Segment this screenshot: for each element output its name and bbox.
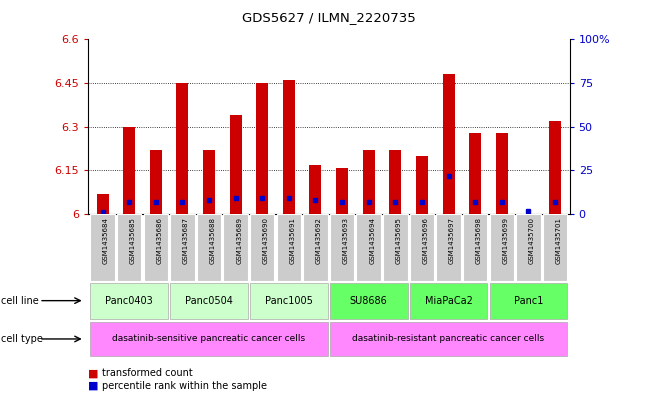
Bar: [490, 214, 514, 281]
Bar: [330, 283, 408, 319]
Bar: [383, 214, 408, 281]
Text: GSM1435695: GSM1435695: [396, 217, 402, 264]
Bar: [90, 214, 115, 281]
Bar: [143, 214, 168, 281]
Bar: [283, 80, 295, 214]
Bar: [490, 283, 567, 319]
Text: GSM1435689: GSM1435689: [236, 217, 242, 264]
Text: dasatinib-sensitive pancreatic cancer cells: dasatinib-sensitive pancreatic cancer ce…: [113, 334, 305, 343]
Bar: [549, 121, 561, 214]
Text: ■: ■: [88, 368, 98, 378]
Text: MiaPaCa2: MiaPaCa2: [424, 296, 473, 306]
Text: GSM1435685: GSM1435685: [130, 217, 135, 264]
Bar: [150, 150, 161, 214]
Bar: [176, 83, 188, 214]
Text: Panc1005: Panc1005: [265, 296, 312, 306]
Text: GSM1435686: GSM1435686: [156, 217, 162, 264]
Bar: [197, 214, 221, 281]
Text: GDS5627 / ILMN_2220735: GDS5627 / ILMN_2220735: [242, 11, 415, 24]
Text: GSM1435697: GSM1435697: [449, 217, 455, 264]
Text: GSM1435691: GSM1435691: [289, 217, 296, 264]
Text: GSM1435698: GSM1435698: [476, 217, 482, 264]
Bar: [416, 156, 428, 214]
Text: GSM1435690: GSM1435690: [263, 217, 269, 264]
Bar: [170, 214, 195, 281]
Bar: [469, 132, 481, 214]
Text: GSM1435688: GSM1435688: [210, 217, 215, 264]
Bar: [223, 214, 248, 281]
Text: ■: ■: [88, 381, 98, 391]
Bar: [336, 167, 348, 214]
Bar: [409, 283, 488, 319]
Text: GSM1435701: GSM1435701: [555, 217, 562, 264]
Bar: [443, 74, 454, 214]
Text: GSM1435692: GSM1435692: [316, 217, 322, 264]
Bar: [170, 283, 248, 319]
Bar: [496, 132, 508, 214]
Text: cell type: cell type: [1, 334, 43, 344]
Bar: [303, 214, 327, 281]
Text: cell line: cell line: [1, 296, 39, 306]
Bar: [256, 83, 268, 214]
Bar: [543, 214, 567, 281]
Text: GSM1435700: GSM1435700: [529, 217, 535, 264]
Bar: [309, 165, 322, 214]
Text: SU8686: SU8686: [350, 296, 387, 306]
Bar: [409, 214, 434, 281]
Text: GSM1435699: GSM1435699: [503, 217, 508, 264]
Text: Panc0504: Panc0504: [185, 296, 233, 306]
Text: GSM1435684: GSM1435684: [103, 217, 109, 264]
Bar: [203, 150, 215, 214]
Bar: [516, 214, 540, 281]
Bar: [90, 322, 327, 356]
Text: Panc0403: Panc0403: [105, 296, 153, 306]
Bar: [117, 214, 141, 281]
Bar: [250, 214, 275, 281]
Bar: [330, 214, 354, 281]
Bar: [330, 322, 567, 356]
Bar: [363, 150, 375, 214]
Bar: [90, 283, 168, 319]
Text: percentile rank within the sample: percentile rank within the sample: [102, 381, 267, 391]
Bar: [250, 283, 327, 319]
Text: GSM1435687: GSM1435687: [183, 217, 189, 264]
Bar: [463, 214, 488, 281]
Bar: [389, 150, 401, 214]
Bar: [277, 214, 301, 281]
Bar: [96, 194, 109, 214]
Text: GSM1435693: GSM1435693: [342, 217, 348, 264]
Text: transformed count: transformed count: [102, 368, 193, 378]
Bar: [357, 214, 381, 281]
Text: Panc1: Panc1: [514, 296, 543, 306]
Bar: [123, 127, 135, 214]
Text: dasatinib-resistant pancreatic cancer cells: dasatinib-resistant pancreatic cancer ce…: [352, 334, 545, 343]
Bar: [230, 115, 242, 214]
Text: GSM1435696: GSM1435696: [422, 217, 428, 264]
Text: GSM1435694: GSM1435694: [369, 217, 375, 264]
Bar: [436, 214, 461, 281]
